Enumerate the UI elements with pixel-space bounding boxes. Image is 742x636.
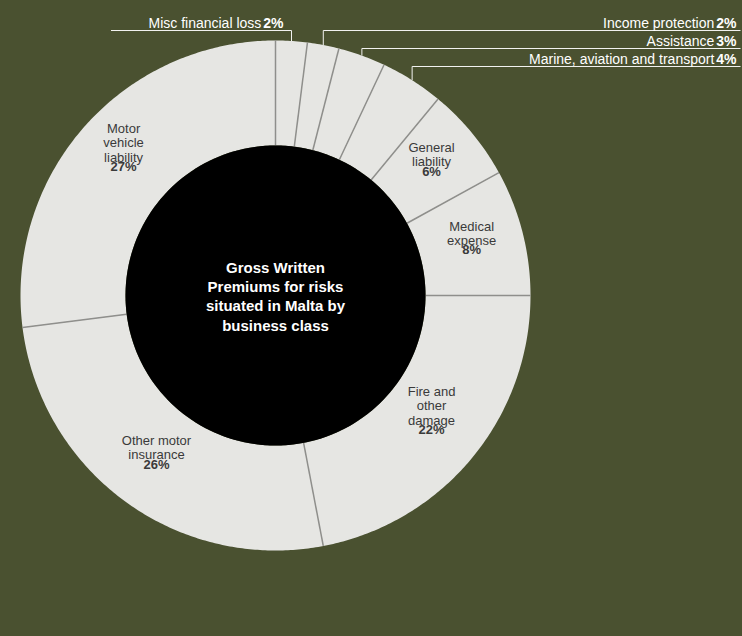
svg-text:26%: 26% <box>143 457 169 472</box>
svg-text:27%: 27% <box>111 159 137 174</box>
svg-text:3%: 3% <box>716 33 737 49</box>
svg-text:2%: 2% <box>716 15 737 31</box>
svg-text:Gross WrittenPremiums for risk: Gross WrittenPremiums for riskssituated … <box>206 258 346 334</box>
svg-text:Assistance: Assistance <box>647 33 715 49</box>
svg-text:Marine, aviation and transport: Marine, aviation and transport <box>529 51 714 67</box>
svg-text:22%: 22% <box>419 422 445 437</box>
svg-text:8%: 8% <box>462 242 481 257</box>
svg-text:6%: 6% <box>422 164 441 179</box>
svg-text:2%: 2% <box>263 15 284 31</box>
svg-text:Income protection: Income protection <box>603 15 714 31</box>
svg-text:Misc financial loss: Misc financial loss <box>148 15 261 31</box>
svg-text:4%: 4% <box>716 51 737 67</box>
